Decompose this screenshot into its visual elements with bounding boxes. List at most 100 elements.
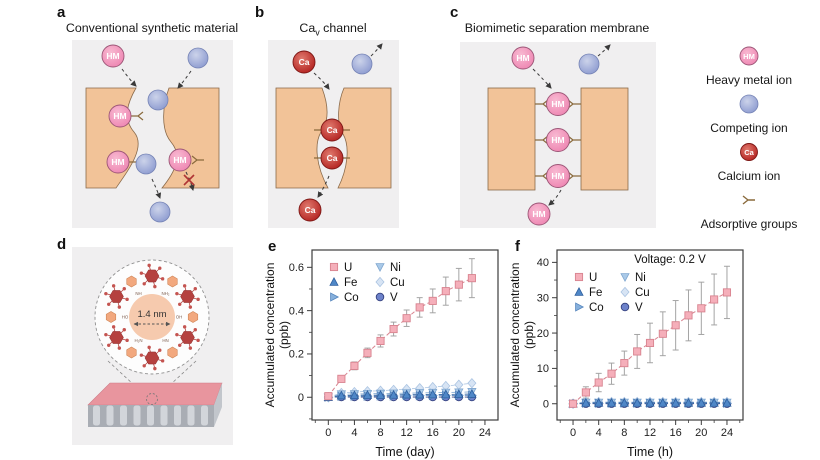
x-tick-label: 0 bbox=[570, 427, 576, 439]
legend-item: Adsorptive groups bbox=[678, 190, 820, 231]
figure-legend: HM Heavy metal ion Competing ion Ca Calcium … bbox=[678, 46, 820, 238]
legend-series-label: U bbox=[344, 262, 352, 274]
membrane-block-left bbox=[487, 87, 536, 191]
y-tick-label: 0.4 bbox=[289, 305, 304, 317]
chem-group-label: HN bbox=[162, 338, 168, 343]
molecule-cluster bbox=[175, 325, 200, 350]
chem-group-label: NH bbox=[135, 291, 141, 296]
panel-a-schematic: HM HM HM HM bbox=[72, 40, 233, 228]
y-axis-label-units: (ppb) bbox=[522, 321, 536, 349]
x-tick-label: 20 bbox=[453, 427, 465, 439]
linker-hexagon bbox=[105, 311, 117, 323]
series-U bbox=[324, 274, 476, 401]
molecular-ring: NH₂ OH HN H₂N HO NH bbox=[104, 263, 200, 371]
svg-text:HM: HM bbox=[173, 155, 186, 165]
svg-text:Ca: Ca bbox=[744, 148, 754, 157]
chart-legend: U Fe Co Ni Cu V bbox=[574, 272, 650, 314]
molecule-cluster bbox=[139, 263, 165, 289]
x-tick-label: 16 bbox=[670, 427, 682, 439]
pore-size-label: 1.4 nm bbox=[137, 309, 166, 320]
pore-circle bbox=[129, 294, 175, 340]
svg-text:HM: HM bbox=[516, 53, 529, 63]
adsorptive-group-icon bbox=[191, 155, 204, 165]
chart-legend: U Fe Co Ni Cu V bbox=[329, 262, 405, 304]
panel-c-title: Biomimetic separation membrane bbox=[464, 21, 650, 35]
x-tick-label: 0 bbox=[325, 427, 331, 439]
competing-ion-icon bbox=[739, 94, 759, 114]
panel-b-schematic: Ca Ca Ca Ca bbox=[268, 40, 399, 228]
y-tick-label: 0.6 bbox=[289, 262, 304, 274]
legend-series-label: Cu bbox=[635, 287, 650, 299]
blocked-x-icon bbox=[183, 174, 195, 186]
membrane-ribs bbox=[93, 405, 208, 426]
panel-b-title-pre: Ca bbox=[299, 21, 316, 35]
x-tick-label: 12 bbox=[644, 427, 656, 439]
calcium-ions: Ca Ca Ca Ca bbox=[292, 50, 344, 222]
adsorptive-groups-icon bbox=[742, 195, 755, 205]
legend-series-label: Fe bbox=[589, 287, 602, 299]
adsorptive-group-icon bbox=[131, 111, 144, 121]
entry-arrow bbox=[532, 68, 552, 89]
chem-group-label: H₂N bbox=[134, 338, 142, 343]
chem-group-label: OH bbox=[176, 315, 183, 320]
panel-c-schematic: HM HM HM HM HM bbox=[460, 42, 656, 228]
molecule-cluster bbox=[175, 284, 200, 309]
legend-item: Ca Calcium ion bbox=[678, 142, 820, 183]
molecule-cluster bbox=[104, 325, 129, 350]
heavy-metal-ions: HM HM HM HM HM bbox=[511, 46, 570, 226]
panel-b-title-sub: v bbox=[315, 27, 320, 38]
x-axis-label: Time (h) bbox=[627, 445, 673, 459]
channel-wall-right bbox=[337, 87, 392, 189]
exit-arrow bbox=[548, 189, 562, 206]
x-tick-label: 12 bbox=[401, 427, 413, 439]
y-tick-label: 0.2 bbox=[289, 349, 304, 361]
legend-series-label: V bbox=[390, 292, 398, 304]
heavy-metal-ion-icon: HM bbox=[739, 46, 759, 66]
y-tick-label: 0 bbox=[298, 392, 304, 404]
linker-hexagon bbox=[126, 346, 137, 359]
x-axis-label: Time (day) bbox=[375, 445, 434, 459]
y-axis-label: Accumulated concentration bbox=[263, 263, 277, 408]
competing-ion bbox=[578, 53, 600, 75]
y-tick-label: 0 bbox=[543, 399, 549, 411]
svg-text:HM: HM bbox=[551, 135, 564, 145]
linker-hexagon bbox=[187, 311, 199, 323]
panel-a-title: Conventional synthetic material bbox=[65, 21, 239, 35]
panel-label-f: f bbox=[515, 238, 520, 255]
y-tick-label: 30 bbox=[537, 293, 549, 305]
y-tick-label: 20 bbox=[537, 328, 549, 340]
panel-label-c: c bbox=[450, 4, 459, 21]
y-tick-label: 10 bbox=[537, 363, 549, 375]
competing-ion bbox=[135, 47, 209, 223]
linker-hexagon bbox=[167, 346, 178, 359]
competing-ion bbox=[351, 53, 373, 75]
svg-text:HM: HM bbox=[532, 209, 545, 219]
y-tick-label: 40 bbox=[537, 257, 549, 269]
svg-text:Ca: Ca bbox=[299, 57, 310, 67]
exit-arrow bbox=[317, 175, 330, 198]
entry-arrow bbox=[177, 70, 192, 89]
x-tick-label: 8 bbox=[377, 427, 383, 439]
svg-text:Ca: Ca bbox=[327, 125, 338, 135]
x-tick-label: 24 bbox=[479, 427, 491, 439]
membrane-block-right bbox=[580, 87, 629, 191]
pore-location-circle bbox=[146, 393, 158, 405]
panel-b-title: Cav channel bbox=[266, 21, 400, 38]
svg-text:HM: HM bbox=[551, 171, 564, 181]
panel-label-d: d bbox=[57, 236, 67, 253]
legend-item-label: Heavy metal ion bbox=[705, 73, 793, 87]
series-U bbox=[568, 288, 732, 408]
chart-f: 0 4 8 12 16 20 24 0 10 20 30 40 Time (h) Accumulated … bbox=[508, 249, 744, 459]
legend-series-label: Ni bbox=[635, 272, 646, 284]
molecule-cluster bbox=[104, 284, 129, 309]
membrane-side-face bbox=[214, 383, 222, 427]
svg-text:HM: HM bbox=[743, 52, 755, 61]
legend-series-label: Fe bbox=[344, 277, 357, 289]
calcium-ion-icon: Ca bbox=[740, 143, 758, 161]
legend-series-label: Co bbox=[589, 302, 604, 314]
panel-d-schematic: NH₂ OH HN H₂N HO NH 1.4 nm bbox=[72, 247, 233, 445]
panel-label-e: e bbox=[268, 238, 277, 255]
membrane-slab bbox=[87, 382, 223, 427]
legend-item-label: Adsorptive groups bbox=[700, 217, 798, 231]
